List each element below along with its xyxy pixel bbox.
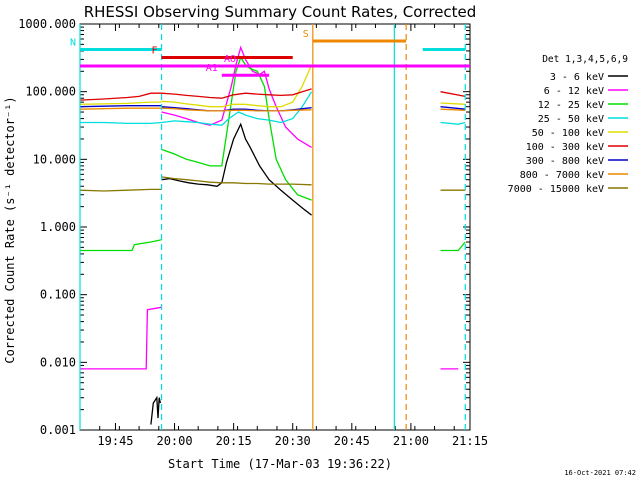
legend-item-label: 100 - 300 keV	[526, 142, 604, 153]
legend-item-label: 6 - 12 keV	[544, 86, 604, 97]
legend-item-label: 800 - 7000 keV	[520, 170, 604, 181]
series-line-5	[79, 92, 162, 101]
x-tick-label: 20:15	[216, 434, 252, 448]
footer-date: 16-Oct-2021 07:42	[564, 469, 636, 477]
series-line-2	[161, 56, 312, 201]
x-tick-label: 20:45	[334, 434, 370, 448]
y-axis-label: Corrected Count Rate (s⁻¹ detector⁻¹)	[3, 96, 17, 363]
series-line-8	[161, 176, 312, 186]
series-line-3	[440, 121, 466, 125]
x-axis-label: Start Time (17-Mar-03 19:36:22)	[168, 457, 392, 471]
chart-title: RHESSI Observing Summary Count Rates, Co…	[84, 3, 477, 21]
y-tick-label: 10.000	[33, 152, 76, 166]
series-line-7	[161, 107, 312, 112]
series-line-4	[79, 101, 162, 105]
y-tick-label: 1000.000	[18, 17, 76, 31]
legend-item-label: 25 - 50 keV	[538, 114, 604, 125]
series-line-4	[161, 64, 313, 108]
series-line-1	[80, 306, 162, 370]
legend-title: Det 1,3,4,5,6,9	[542, 54, 628, 65]
state-bar-label: AO	[224, 54, 236, 65]
x-tick-label: 19:45	[97, 434, 133, 448]
legend-item-label: 300 - 800 keV	[526, 156, 604, 167]
state-bar-label: A1	[206, 63, 218, 74]
series-line-6	[79, 105, 162, 108]
legend-item-label: 12 - 25 keV	[538, 100, 604, 111]
state-bar-label: S	[303, 29, 309, 40]
x-tick-label: 21:15	[452, 434, 488, 448]
series-line-5	[440, 91, 466, 98]
series-line-3	[161, 91, 313, 126]
series-line-2	[440, 241, 466, 252]
series-line-5	[161, 88, 312, 99]
legend-item-label: 50 - 100 keV	[532, 128, 604, 139]
series-line-3	[80, 121, 162, 125]
y-tick-label: 0.010	[40, 355, 76, 369]
y-tick-label: 100.000	[25, 85, 76, 99]
legend: 3 - 6 keV 6 - 12 keV 12 - 25 keV 25 - 50 ke…	[508, 72, 628, 195]
series-line-7	[79, 107, 162, 110]
state-bar-label: N	[70, 37, 76, 48]
y-tick-label: 0.001	[40, 423, 76, 437]
state-bar-label: F	[152, 45, 158, 56]
x-tick-label: 20:00	[156, 434, 192, 448]
series-line-0	[161, 122, 312, 216]
legend-item-label: 7000 - 15000 keV	[508, 184, 604, 195]
series-line-8	[79, 188, 162, 192]
legend-item-label: 3 - 6 keV	[550, 72, 604, 83]
plot-area: 1000.000 100.000 10.000 1.000 0.100 0.010 0.00…	[18, 17, 488, 448]
y-tick-label: 0.100	[40, 288, 76, 302]
y-tick-label: 1.000	[40, 220, 76, 234]
series-line-2	[80, 239, 162, 252]
series-line-0	[150, 395, 162, 425]
series-line-4	[440, 102, 466, 105]
x-tick-label: 20:30	[275, 434, 311, 448]
series-line-7	[440, 108, 466, 111]
x-tick-label: 21:00	[393, 434, 429, 448]
series-line-6	[440, 106, 466, 110]
